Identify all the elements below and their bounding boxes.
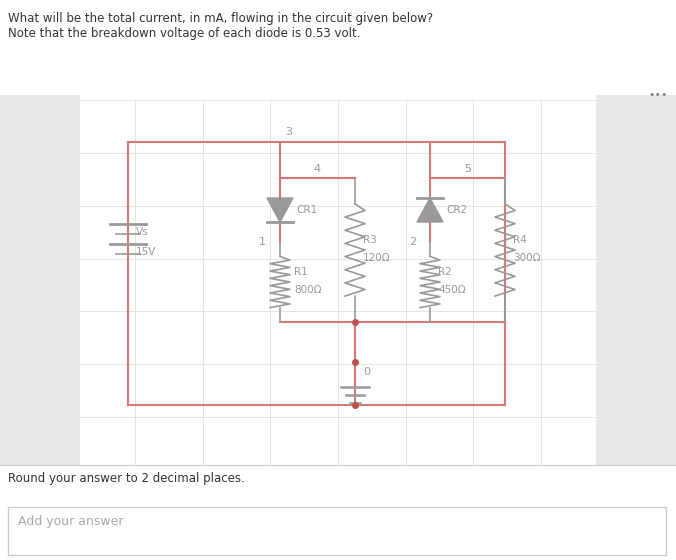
Text: R2: R2 (438, 267, 452, 277)
Text: 800Ω: 800Ω (294, 285, 322, 295)
Text: 5: 5 (464, 164, 471, 174)
Text: 2: 2 (409, 237, 416, 247)
Text: 15V: 15V (136, 247, 156, 257)
Text: •••: ••• (648, 90, 668, 100)
Text: 450Ω: 450Ω (438, 285, 466, 295)
Text: 0: 0 (363, 367, 370, 377)
Text: Add your answer: Add your answer (18, 515, 124, 528)
Bar (0, 465, 676, 560)
Bar (0, 470, 676, 560)
Polygon shape (267, 198, 293, 222)
Polygon shape (417, 198, 443, 222)
Text: 300Ω: 300Ω (513, 253, 541, 263)
Text: Round your answer to 2 decimal places.: Round your answer to 2 decimal places. (8, 472, 245, 485)
Text: R3: R3 (363, 235, 377, 245)
Text: Note that the breakdown voltage of each diode is 0.53 volt.: Note that the breakdown voltage of each … (8, 27, 360, 40)
Text: Vs: Vs (136, 227, 149, 237)
Text: 1: 1 (259, 237, 266, 247)
Text: 4: 4 (314, 164, 321, 174)
Text: R1: R1 (294, 267, 308, 277)
Text: What will be the total current, in mA, flowing in the circuit given below?: What will be the total current, in mA, f… (8, 12, 433, 25)
Text: CR1: CR1 (296, 205, 317, 215)
FancyBboxPatch shape (8, 507, 666, 555)
Bar (0, 0, 676, 470)
Bar (596, 95, 676, 465)
Text: 120Ω: 120Ω (363, 253, 391, 263)
Bar (0, 95, 80, 465)
Text: 3: 3 (285, 127, 292, 137)
Text: R4: R4 (513, 235, 527, 245)
Text: CR2: CR2 (446, 205, 467, 215)
